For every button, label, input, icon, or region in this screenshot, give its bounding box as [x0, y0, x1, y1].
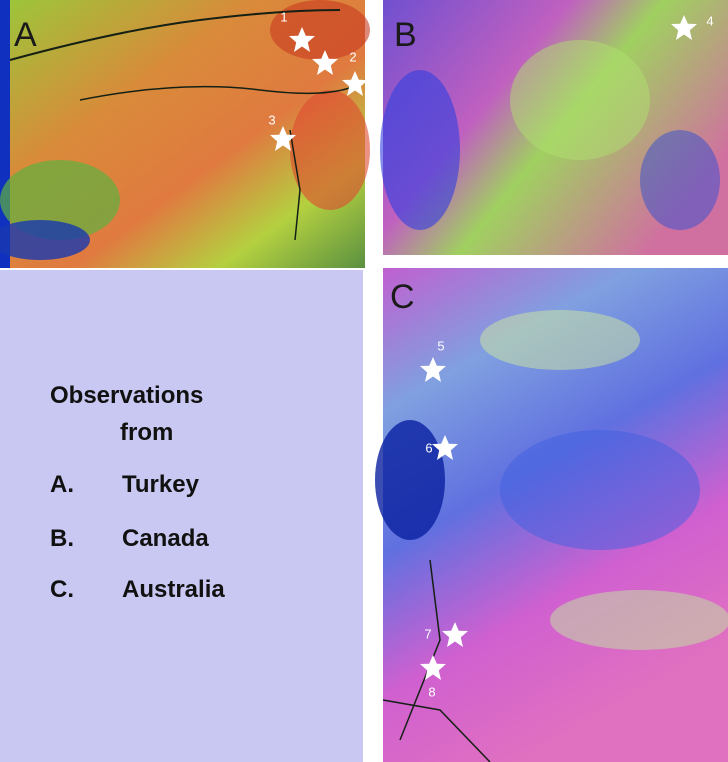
legend-country: Turkey	[122, 471, 200, 498]
legend-title: Observations	[50, 382, 203, 409]
legend-country: Australia	[122, 576, 225, 603]
figure: A B C 1 2 3 4 5 6 7 8 Observations from …	[0, 0, 728, 762]
legend-letter: A.	[50, 471, 74, 498]
star-label: 1	[280, 9, 287, 24]
panel-label: C	[390, 278, 415, 316]
legend-box	[0, 270, 363, 762]
legend-country: Canada	[122, 525, 209, 552]
legend-title: from	[120, 419, 173, 446]
star-label: 7	[424, 626, 431, 641]
star-label: 6	[425, 440, 432, 455]
panel-label: B	[394, 16, 417, 54]
panel-label: A	[14, 16, 37, 54]
star-label: 3	[268, 112, 275, 127]
star-label: 8	[428, 684, 435, 699]
legend-letter: B.	[50, 525, 74, 552]
legend-letter: C.	[50, 576, 74, 603]
star-label: 4	[706, 13, 713, 28]
panel-b	[380, 0, 728, 255]
star-label: 2	[349, 49, 356, 64]
panel-a	[0, 0, 370, 268]
star-label: 5	[437, 338, 444, 353]
